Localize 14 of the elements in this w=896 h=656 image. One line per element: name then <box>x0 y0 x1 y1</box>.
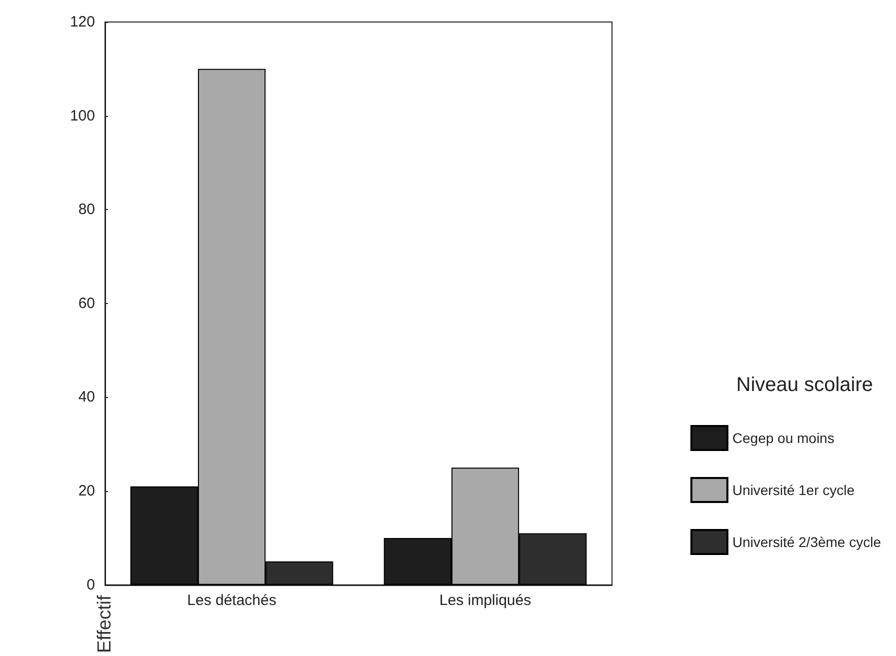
x-tick-label: Les impliqués <box>439 592 532 609</box>
legend-label: Cegep ou moins <box>732 430 834 446</box>
y-tick-label: 60 <box>78 294 95 312</box>
legend-title: Niveau scolaire <box>736 374 874 396</box>
legend-label: Université 2/3ème cycle <box>732 534 882 550</box>
y-tick-label: 100 <box>70 107 95 124</box>
x-tick-label: Les détachés <box>187 592 276 609</box>
y-tick-label: 20 <box>78 482 95 500</box>
legend-label: Université 1er cycle <box>732 482 855 498</box>
y-tick-label: 80 <box>78 201 95 218</box>
y-axis-title: Effectif <box>94 594 116 653</box>
y-tick-label: 120 <box>70 14 95 30</box>
y-tick-label: 0 <box>86 576 95 594</box>
y-tick-label: 40 <box>78 388 95 406</box>
